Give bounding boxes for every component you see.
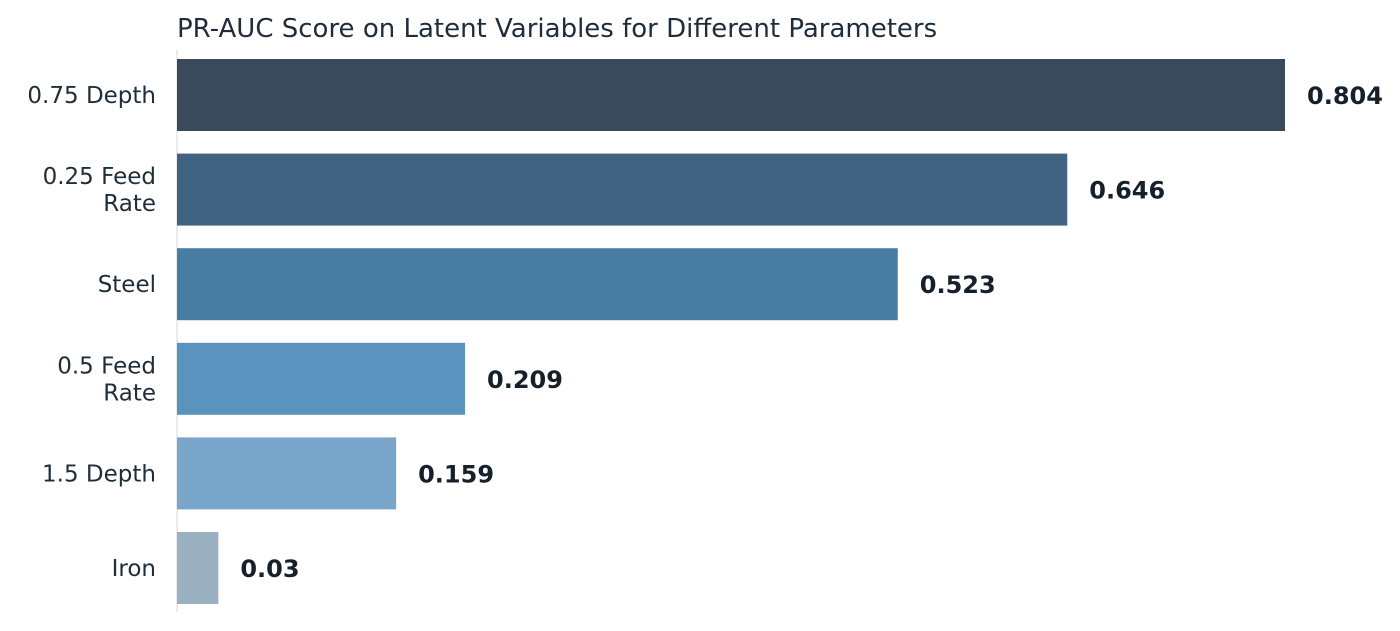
y-tick-label-2: Steel xyxy=(98,272,156,298)
y-tick-label-0: 0.75 Depth xyxy=(27,83,156,109)
bar-5 xyxy=(177,532,219,604)
value-label-5: 0.03 xyxy=(240,555,299,583)
value-labels: 0.804 0.646 0.523 0.209 0.159 0.03 xyxy=(240,82,1383,583)
bar-0 xyxy=(177,59,1285,131)
y-tick-label-4: 1.5 Depth xyxy=(42,461,156,487)
value-label-4: 0.159 xyxy=(418,460,494,488)
value-label-0: 0.804 xyxy=(1307,82,1383,110)
bar-4 xyxy=(177,437,397,510)
chart-title: PR-AUC Score on Latent Variables for Dif… xyxy=(177,14,937,44)
y-tick-label-3: 0.5 Feed Rate xyxy=(57,353,156,406)
bar-1 xyxy=(177,153,1068,226)
value-label-3: 0.209 xyxy=(487,366,563,394)
bars-group xyxy=(177,59,1285,604)
value-label-2: 0.523 xyxy=(920,271,996,299)
y-tick-label-1: 0.25 Feed Rate xyxy=(43,164,156,217)
bar-2 xyxy=(177,248,898,321)
y-tick-label-5: Iron xyxy=(112,556,156,582)
value-label-1: 0.646 xyxy=(1089,177,1165,205)
bar-3 xyxy=(177,342,466,415)
y-tick-labels: 0.75 Depth 0.25 Feed Rate Steel 0.5 Feed Rate… xyxy=(27,83,156,582)
